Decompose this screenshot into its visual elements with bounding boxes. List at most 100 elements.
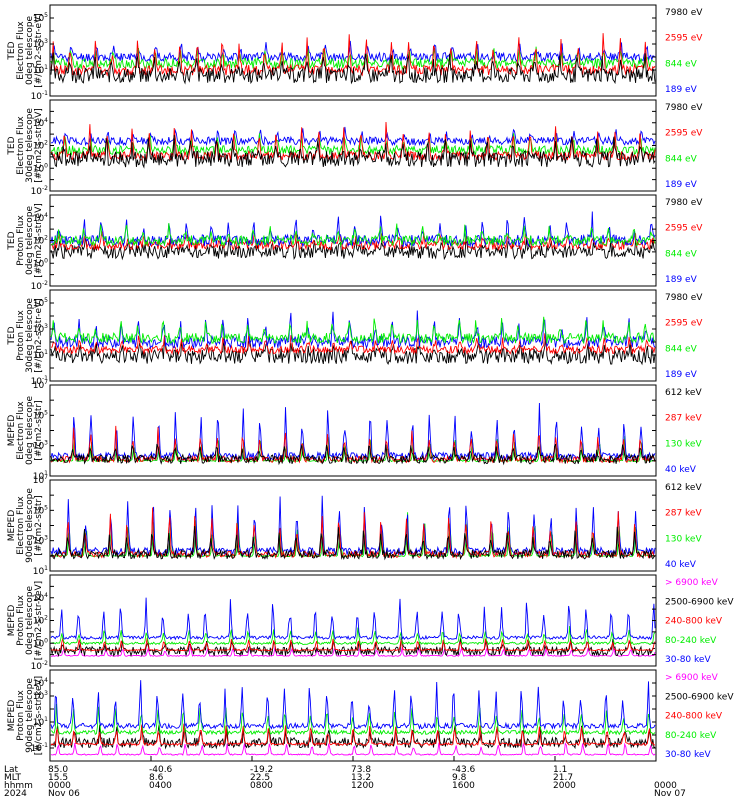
series-line-2500-6900-kev	[50, 724, 656, 750]
panel-frame	[49, 99, 657, 192]
x-tick-label: 1.1	[553, 765, 567, 775]
y-axis-label-line: MEPED	[7, 700, 17, 732]
panel-frame	[49, 289, 657, 382]
legend-entry: 7980 eV	[665, 198, 703, 208]
series-line-287-kev	[50, 507, 655, 559]
x-tick-label: -40.6	[149, 765, 173, 775]
y-axis-label-line: [#/cm2-s-str-eV]	[34, 108, 44, 183]
legend-entry: 7980 eV	[665, 293, 703, 303]
x-tick-label: 2000	[553, 781, 576, 791]
y-tick-label: 10-1	[31, 90, 49, 102]
legend-entry: 189 eV	[665, 85, 698, 95]
y-axis-label-line: 0deg telescope	[25, 396, 35, 466]
y-tick-label: 10-2	[31, 660, 49, 672]
x-tick-label: 15.5	[48, 773, 68, 783]
y-axis-label-line: 0deg telescope	[25, 16, 35, 86]
legend-entry: 30-80 keV	[665, 655, 711, 665]
x-tick-label: 13.2	[351, 773, 371, 783]
y-axis-label-line: 0deg telescope	[25, 586, 35, 656]
x-tick-label: Nov 06	[48, 789, 80, 799]
series-line-844-ev	[50, 132, 656, 157]
legend-entry: 2595 eV	[665, 34, 703, 44]
legend-entry: 7980 eV	[665, 8, 703, 18]
series-line-2595-ev	[50, 231, 656, 252]
x-tick-label: 85.0	[48, 765, 68, 775]
legend-entry: 2595 eV	[665, 129, 703, 139]
legend-entry: 189 eV	[665, 180, 698, 190]
series-line-844-ev	[50, 316, 656, 345]
legend-entry: 130 keV	[665, 439, 702, 449]
y-axis-label-line: Electron Flux	[16, 496, 26, 555]
series-line-80-240-kev	[50, 625, 656, 646]
legend-entry: 2500-6900 keV	[665, 597, 734, 607]
x-tick-label: 1600	[452, 781, 475, 791]
y-axis-label-line: 30deg telescope	[25, 298, 35, 373]
y-axis-label-line: 90deg telescope	[25, 488, 35, 563]
x-row-label: Lat	[4, 765, 19, 775]
y-axis-label-line: 30deg telescope	[25, 108, 35, 183]
x-row-label: hhmm	[4, 781, 33, 791]
legend-entry: 2500-6900 keV	[665, 692, 734, 702]
series-line-844-ev	[50, 46, 655, 70]
y-axis-label: MEPED Electron Flux 0deg telescope [#/cm2-s…	[7, 396, 44, 466]
series-line--6900-kev	[50, 742, 656, 756]
legend-entry: 844 eV	[665, 154, 698, 164]
x-row-label: 2024	[4, 789, 27, 799]
legend-entry: 189 eV	[665, 370, 698, 380]
legend-entry: 844 eV	[665, 344, 698, 354]
series-line-612-kev	[50, 443, 656, 466]
x-tick-label: 0000	[654, 781, 677, 791]
legend-entry: 287 keV	[665, 414, 702, 424]
legend-entry: 7980 eV	[665, 103, 703, 113]
panel-frame	[49, 479, 657, 572]
series-line-189-ev	[50, 126, 656, 147]
series-line-40-kev	[50, 402, 656, 462]
x-tick-label: 22.5	[250, 773, 270, 783]
legend-entry: 30-80 keV	[665, 750, 711, 760]
x-tick-label: 21.7	[553, 773, 573, 783]
y-axis-label-line: [#/cm2-s-str-keV]	[34, 676, 44, 755]
series-line-240-800-kev	[50, 637, 656, 652]
series-line-130-kev	[50, 512, 656, 558]
y-axis-label-line: Proton Flux	[16, 215, 26, 266]
y-tick-label: 10-2	[31, 185, 49, 197]
series-line-7980-ev	[50, 336, 656, 366]
series-line-844-ev	[50, 223, 656, 248]
y-tick-label: 107	[33, 474, 48, 486]
series-line-2595-ev	[50, 333, 656, 356]
y-axis-label-line: TED	[7, 231, 17, 250]
y-axis-label-line: MEPED	[7, 510, 17, 542]
x-tick-label: 9.8	[452, 773, 467, 783]
y-axis-label-line: TED	[7, 41, 17, 60]
x-tick-label: Nov 07	[654, 789, 686, 799]
legend-entry: 240-800 keV	[665, 712, 723, 722]
y-axis-label-line: Electron Flux	[16, 401, 26, 460]
series-line-7980-ev	[50, 234, 656, 261]
y-axis-label: TED Proton Flux 30deg telescope [#/cm2-s-st…	[7, 298, 44, 373]
series-line-30-80-kev	[50, 597, 656, 641]
y-axis-label-line: MEPED	[7, 605, 17, 637]
legend-entry: 287 keV	[665, 509, 702, 519]
legend-entry: 612 keV	[665, 483, 702, 493]
y-axis-label: MEPED Proton Flux 0deg telescope [#/cm2-s-s…	[7, 581, 44, 660]
x-row-label: MLT	[4, 773, 22, 783]
y-axis-label-line: Proton Flux	[16, 310, 26, 361]
x-tick-label: 1200	[351, 781, 374, 791]
y-axis-label: TED Electron Flux 30deg telescope [#/cm2-s-…	[7, 108, 44, 183]
series-line--6900-kev	[51, 645, 656, 657]
y-axis-label-line: Proton Flux	[16, 690, 26, 741]
y-axis-label-line: 0deg telescope	[25, 206, 35, 276]
y-axis-label-line: Proton Flux	[16, 595, 26, 646]
x-tick-label: 0400	[149, 781, 172, 791]
y-axis-label-line: 90deg telescope	[25, 678, 35, 753]
panel-frame	[49, 4, 657, 97]
legend-entry: 80-240 keV	[665, 731, 717, 741]
legend-entry: 40 keV	[665, 465, 697, 475]
series-line-80-240-kev	[50, 703, 656, 736]
series-line-2500-6900-kev	[50, 636, 656, 658]
